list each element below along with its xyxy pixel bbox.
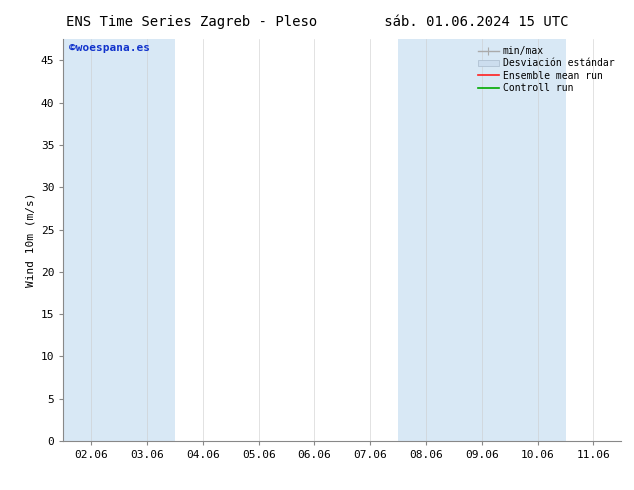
Text: ENS Time Series Zagreb - Pleso        sáb. 01.06.2024 15 UTC: ENS Time Series Zagreb - Pleso sáb. 01.0… [66, 15, 568, 29]
Bar [63, 39, 175, 441]
Text: ©woespana.es: ©woespana.es [69, 43, 150, 53]
Bar [621, 39, 634, 441]
Y-axis label: Wind 10m (m/s): Wind 10m (m/s) [25, 193, 36, 287]
Bar [398, 39, 566, 441]
Legend: min/max, Desviación estándar, Ensemble mean run, Controll run: min/max, Desviación estándar, Ensemble m… [476, 44, 616, 95]
